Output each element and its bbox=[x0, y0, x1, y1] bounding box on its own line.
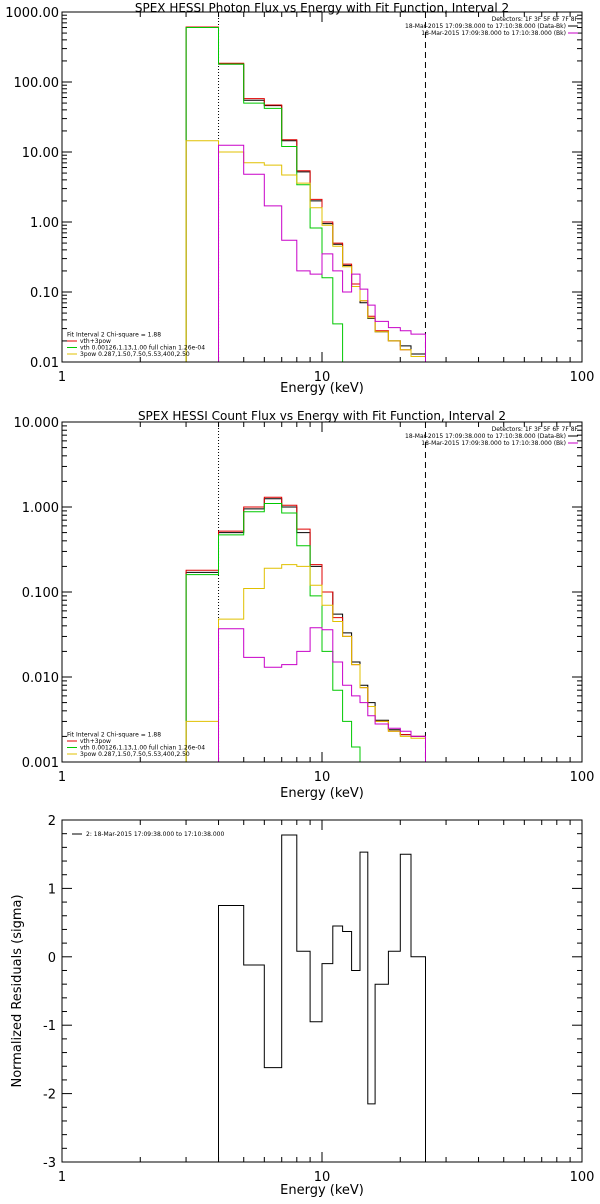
y-tick-label: 10.000 bbox=[14, 416, 60, 431]
x-tick-label: 100 bbox=[570, 370, 595, 385]
y-ticks: 0.01 0.10 1.00 10.00 100.00 1000.00 bbox=[5, 6, 582, 371]
legend-entry: vth+3pow bbox=[80, 338, 111, 345]
legend-entry: 18-Mar-2015 17:09:38.000 to 17:10:38.000… bbox=[421, 440, 566, 447]
legend-entry: Detectors: 1F 3F 5F 6F 7F 8F bbox=[492, 426, 579, 433]
series-data-bk bbox=[185, 498, 426, 762]
plot-panel-2: SPEX HESSI Count Flux vs Energy with Fit… bbox=[14, 409, 595, 801]
y-tick-label: 1.00 bbox=[30, 216, 59, 231]
series-vth bbox=[185, 27, 344, 362]
x-ticks: 1 10 100 bbox=[58, 820, 595, 1185]
legend-entry: 18-Mar-2015 17:09:38.000 to 17:10:38.000… bbox=[405, 433, 566, 440]
x-axis-label: Energy (keV) bbox=[280, 381, 364, 396]
y-tick-label: 0 bbox=[48, 951, 56, 966]
data-series bbox=[185, 496, 426, 762]
y-tick-label: 1 bbox=[48, 882, 56, 897]
data-series bbox=[218, 834, 426, 1162]
x-ticks: 1 10 100 bbox=[58, 12, 595, 385]
plot-frame bbox=[61, 11, 583, 363]
x-tick-label: 10 bbox=[314, 770, 331, 785]
x-tick-label: 1 bbox=[58, 770, 66, 785]
legend-entry: Fit Interval 2 Chi-square = 1.88 bbox=[67, 732, 161, 739]
legend-entry: 18-Mar-2015 17:09:38.000 to 17:10:38.000… bbox=[421, 30, 566, 37]
y-tick-label: 0.100 bbox=[22, 586, 59, 601]
legend-top-left: 2: 18-Mar-2015 17:09:38.000 to 17:10:38.… bbox=[72, 831, 224, 838]
series-residuals bbox=[218, 834, 426, 1162]
legend-bottom-left: Fit Interval 2 Chi-square = 1.88vth+3pow… bbox=[67, 732, 205, 758]
legend-entry: 3pow 0.287,1.50,7.50,5.53,400,2.50 bbox=[80, 351, 190, 358]
legend-bottom-left: Fit Interval 2 Chi-square = 1.88vth+3pow… bbox=[67, 332, 205, 358]
y-tick-label: -3 bbox=[43, 1156, 56, 1171]
y-ticks: 0.001 0.010 0.100 1.000 10.000 bbox=[14, 416, 582, 771]
series-3pow bbox=[185, 140, 426, 362]
y-tick-label: -2 bbox=[43, 1088, 56, 1103]
y-tick-label: 10.00 bbox=[22, 146, 59, 161]
series-vth bbox=[185, 503, 361, 762]
x-tick-label: 100 bbox=[570, 1170, 595, 1185]
x-tick-label: 100 bbox=[570, 770, 595, 785]
legend-top-right: Detectors: 1F 3F 5F 6F 7F 8F18-Mar-2015 … bbox=[405, 426, 579, 447]
y-ticks: -3 -2 -1 0 1 2 bbox=[43, 814, 582, 1171]
series-bk bbox=[218, 627, 426, 762]
legend-entry: vth 0.00126,1.13,1.00 full chian 1.26e-0… bbox=[80, 345, 205, 352]
series-bk bbox=[218, 144, 426, 362]
y-tick-label: 0.010 bbox=[22, 671, 59, 686]
y-tick-label: 0.001 bbox=[22, 756, 59, 771]
data-series bbox=[185, 26, 426, 362]
x-axis-label: Energy (keV) bbox=[280, 1183, 364, 1198]
series-vth-3pow bbox=[185, 496, 426, 762]
x-tick-label: 1 bbox=[58, 370, 66, 385]
x-tick-label: 10 bbox=[314, 370, 331, 385]
y-tick-label: 2 bbox=[48, 814, 56, 829]
y-tick-label: 0.10 bbox=[30, 286, 59, 301]
legend-entry: vth 0.00126,1.13,1.00 full chian 1.26e-0… bbox=[80, 745, 205, 752]
series-vth-3pow bbox=[185, 26, 426, 362]
legend-entry: 3pow 0.287,1.50,7.50,5.53,400,2.50 bbox=[80, 751, 190, 758]
series-3pow bbox=[185, 564, 426, 762]
legend-entry: Fit Interval 2 Chi-square = 1.88 bbox=[67, 332, 161, 339]
legend-entry: 18-Mar-2015 17:09:38.000 to 17:10:38.000… bbox=[405, 23, 566, 30]
plot-panel-3: Energy (keV) Normalized Residuals (sigma)… bbox=[10, 814, 594, 1198]
x-tick-label: 1 bbox=[58, 1170, 66, 1185]
legend-entry: vth+3pow bbox=[80, 738, 111, 745]
plot-panel-1: SPEX HESSI Photon Flux vs Energy with Fi… bbox=[5, 1, 594, 396]
y-axis-label: Normalized Residuals (sigma) bbox=[10, 894, 25, 1087]
plot-frame bbox=[61, 421, 583, 763]
x-tick-label: 10 bbox=[314, 1170, 331, 1185]
legend-entry: Detectors: 1F 3F 5F 6F 7F 8F bbox=[492, 16, 579, 23]
legend-top-right: Detectors: 1F 3F 5F 6F 7F 8F18-Mar-2015 … bbox=[405, 16, 579, 37]
chart-title: SPEX HESSI Count Flux vs Energy with Fit… bbox=[138, 409, 506, 423]
y-tick-label: 0.01 bbox=[30, 356, 59, 371]
y-tick-label: 1.000 bbox=[22, 501, 59, 516]
y-tick-label: 1000.00 bbox=[5, 6, 59, 21]
series-data-bk bbox=[185, 27, 426, 362]
x-axis-label: Energy (keV) bbox=[280, 786, 364, 801]
plot-frame bbox=[61, 819, 583, 1163]
y-tick-label: 100.00 bbox=[14, 76, 60, 91]
legend-entry: 2: 18-Mar-2015 17:09:38.000 to 17:10:38.… bbox=[86, 831, 224, 838]
y-tick-label: -1 bbox=[43, 1019, 56, 1034]
